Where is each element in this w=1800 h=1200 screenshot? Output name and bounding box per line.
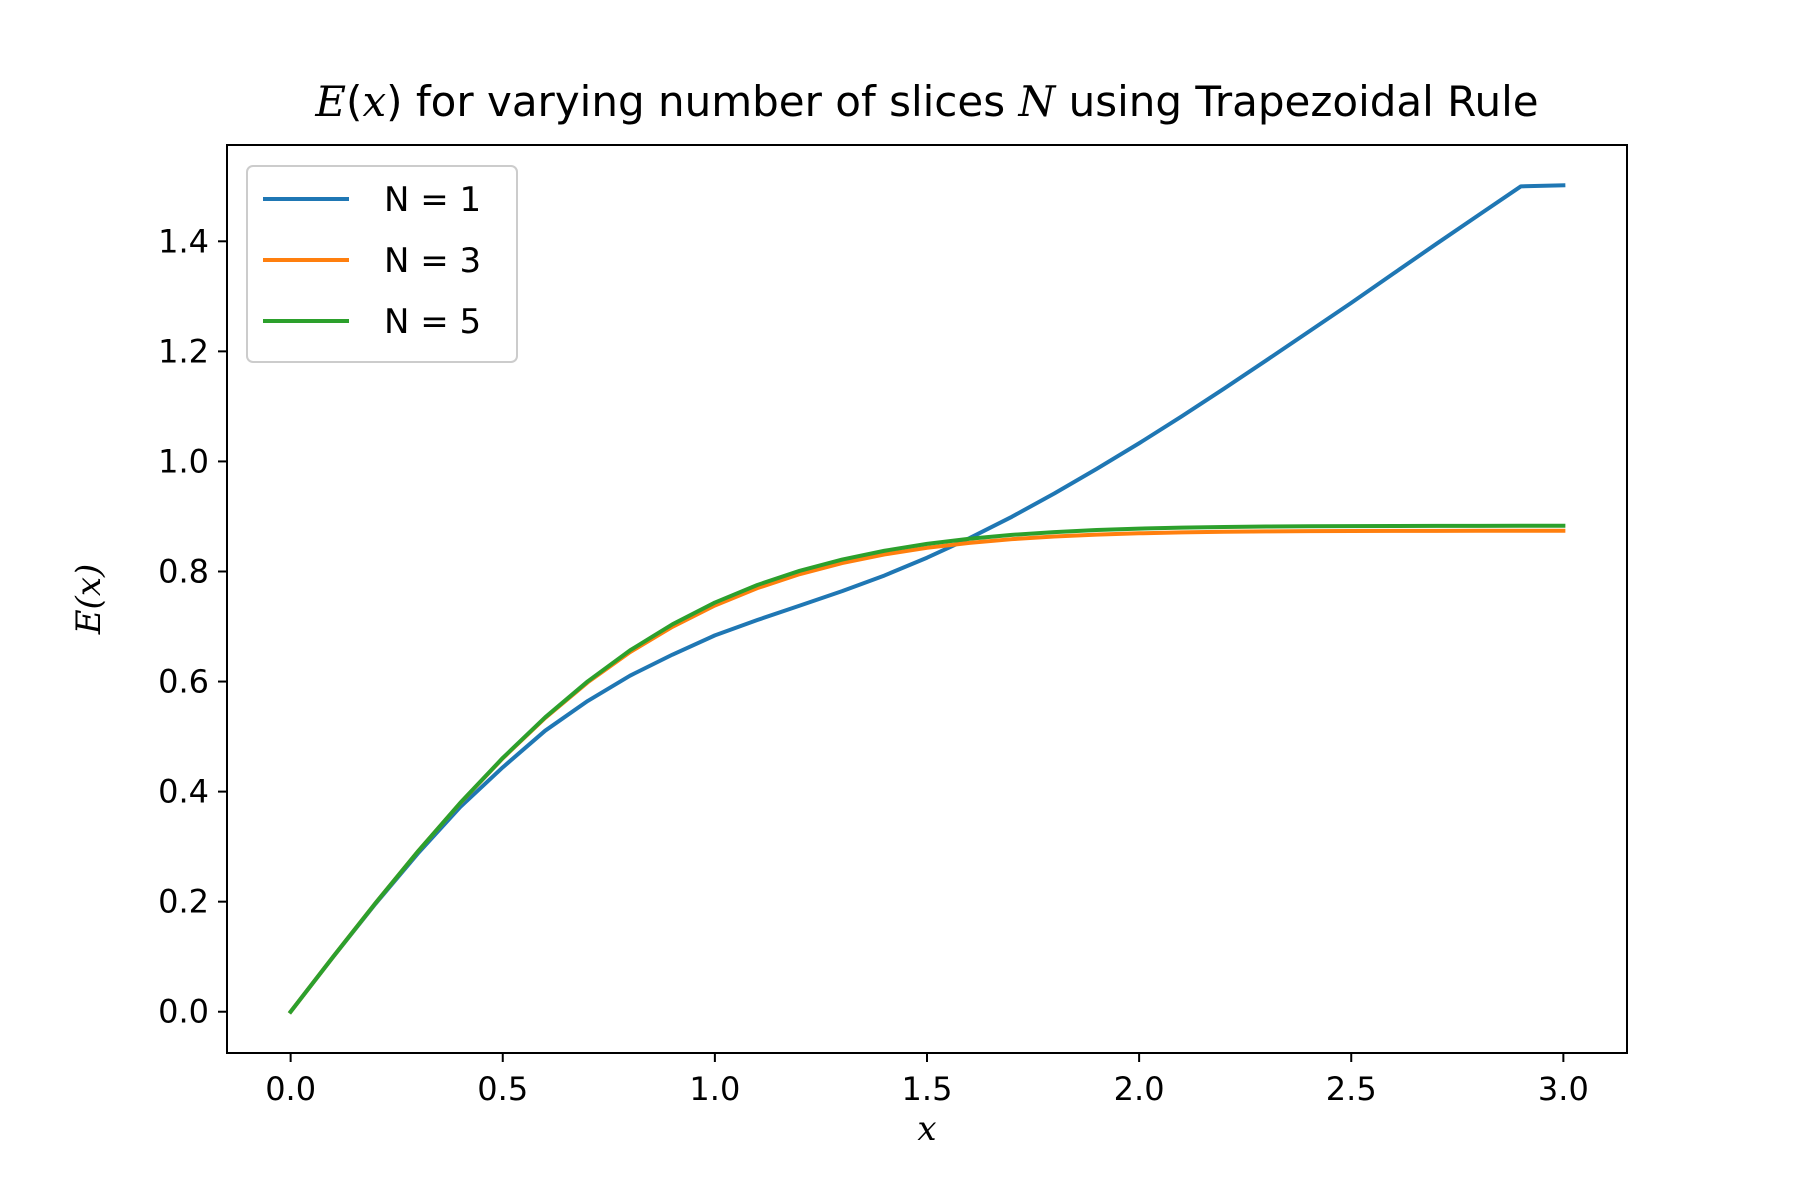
y-tick-label: 1.4 xyxy=(158,222,209,260)
chart-title-part: x xyxy=(362,77,386,126)
chart-title-part: ( xyxy=(346,77,362,126)
legend: N = 1 N = 3 N = 5 xyxy=(246,165,518,363)
series-line-2 xyxy=(287,528,1566,1015)
y-tick-label: 1.0 xyxy=(158,442,209,480)
y-tick-label: 1.2 xyxy=(158,332,209,370)
plot-area xyxy=(287,183,1566,1015)
y-tick-label: 0.2 xyxy=(158,883,209,921)
axes: 0.0 0.5 1.0 1.5 2.0 2.5 3.0 0.0 0.2 0.4 0.6 0.8 1.0 1… xyxy=(158,144,1628,1108)
y-tick-label: 0.0 xyxy=(158,993,209,1031)
y-tick-label: 0.4 xyxy=(158,773,209,811)
legend-label-1: N = 1 xyxy=(384,180,481,220)
x-tick-label: 1.0 xyxy=(689,1070,740,1108)
chart-title-part: E xyxy=(314,77,346,126)
legend-box xyxy=(246,165,518,363)
legend-label-2: N = 3 xyxy=(384,241,481,281)
y-axis-label: E(x) xyxy=(69,564,109,636)
x-tick-label: 0.0 xyxy=(265,1070,316,1108)
legend-label-3: N = 5 xyxy=(384,302,481,342)
series-line-3 xyxy=(287,523,1566,1015)
x-axis-label: x xyxy=(917,1109,936,1149)
chart-title-part: using Trapezoidal Rule xyxy=(1055,77,1538,126)
chart-title-part: ) for varying number of slices xyxy=(386,77,1018,126)
x-tick-label: 3.0 xyxy=(1538,1070,1589,1108)
chart-title: E(x) for varying number of slices N usin… xyxy=(314,77,1538,126)
series-line-1 xyxy=(287,183,1566,1015)
x-tick-label: 2.5 xyxy=(1326,1070,1377,1108)
y-tick-label: 0.8 xyxy=(158,552,209,590)
x-tick-label: 1.5 xyxy=(902,1070,953,1108)
x-tick-label: 0.5 xyxy=(477,1070,528,1108)
x-tick-label: 2.0 xyxy=(1114,1070,1165,1108)
y-tick-label: 0.6 xyxy=(158,663,209,701)
chart-title-part: N xyxy=(1017,77,1056,126)
